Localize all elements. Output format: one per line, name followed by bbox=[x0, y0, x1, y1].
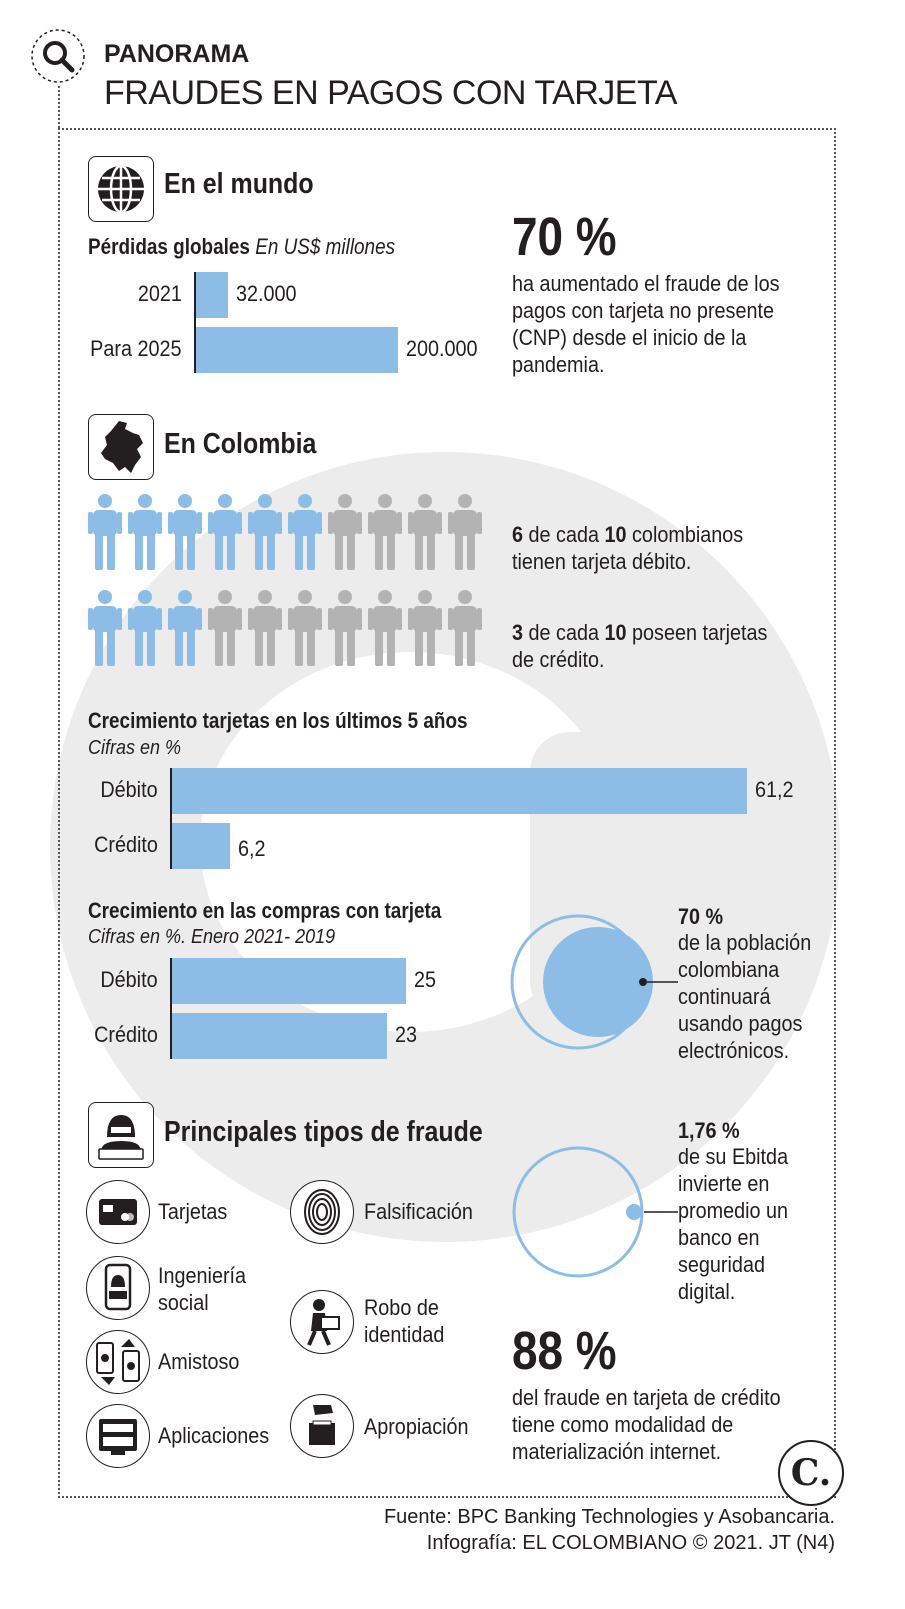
header-kicker: PANORAMA bbox=[104, 40, 250, 68]
hacker-icon bbox=[98, 1115, 144, 1160]
fraud-type-label: Apropiación bbox=[364, 1414, 469, 1439]
chart-axis bbox=[194, 272, 196, 373]
source-text: Fuente: BPC Banking Technologies y Asoba… bbox=[383, 1506, 835, 1528]
bar bbox=[172, 958, 406, 1004]
person-icon bbox=[448, 590, 482, 666]
ebitda-pie bbox=[512, 1146, 678, 1278]
colombia-map-icon bbox=[101, 421, 143, 473]
credit-stat-text: 3 de cada 10 poseen tarjetas de crédito. bbox=[512, 620, 768, 672]
login-screen-icon bbox=[86, 1404, 150, 1468]
hacker-icon-box bbox=[88, 1102, 154, 1168]
credit-card-icon bbox=[86, 1180, 150, 1244]
phone-hacker-icon bbox=[86, 1256, 150, 1320]
bar-category-label: Débito bbox=[100, 777, 158, 802]
person-icon bbox=[368, 590, 402, 666]
bar-value-label: 25 bbox=[414, 967, 437, 992]
world-section-title: En el mundo bbox=[164, 168, 314, 200]
person-icon bbox=[168, 494, 202, 570]
person-icon bbox=[208, 494, 242, 570]
colombia-map-icon-box bbox=[88, 414, 154, 480]
electronic-stat-value: 70 % bbox=[678, 904, 724, 929]
el-colombiano-logo: C. bbox=[778, 1440, 844, 1506]
person-icon bbox=[328, 494, 362, 570]
internet-stat-text: del fraude en tarjeta de crédito tiene c… bbox=[512, 1385, 781, 1464]
losses-chart-title: Pérdidas globales En US$ millones bbox=[88, 234, 396, 259]
debit-stat-text: 6 de cada 10 colombianos tienen tarjeta … bbox=[512, 522, 744, 574]
electronic-payments-pie bbox=[510, 914, 678, 1050]
internet-stat-value: 88 % bbox=[512, 1321, 617, 1381]
credit-text: Infografía: EL COLOMBIANO © 2021. JT (N4… bbox=[426, 1532, 835, 1554]
search-icon bbox=[31, 29, 85, 83]
bar-value-label: 200.000 bbox=[406, 336, 478, 361]
thief-icon bbox=[290, 1290, 354, 1354]
bar bbox=[172, 1013, 388, 1059]
fraud-type-label: Amistoso bbox=[158, 1349, 240, 1374]
purchases-chart-title: Crecimiento en las compras con tarjeta bbox=[88, 898, 442, 923]
bar-value-label: 6,2 bbox=[238, 836, 266, 861]
bar-category-label: Débito bbox=[100, 967, 158, 992]
growth-chart-title: Crecimiento tarjetas en los últimos 5 añ… bbox=[88, 708, 468, 733]
bar-category-label: 2021 bbox=[137, 281, 182, 306]
growth-chart-unit: Cifras en % bbox=[88, 737, 182, 759]
ebitda-share bbox=[626, 1204, 642, 1220]
person-icon bbox=[288, 590, 322, 666]
fraud-type-label: Robo de identidad bbox=[364, 1295, 445, 1347]
content-frame bbox=[58, 128, 836, 1498]
bar-category-label: Para 2025 bbox=[90, 336, 182, 361]
electronic-stat-text: de la población colombiana continuará us… bbox=[678, 930, 812, 1063]
bar bbox=[172, 768, 747, 814]
person-icon bbox=[448, 494, 482, 570]
world-stat-text: ha aumentado el fraude de los pagos con … bbox=[512, 271, 780, 377]
bar-category-label: Crédito bbox=[94, 1022, 158, 1047]
page-title: FRAUDES EN PAGOS CON TARJETA bbox=[104, 74, 677, 112]
globe-icon bbox=[98, 164, 144, 214]
chart-axis bbox=[170, 768, 172, 869]
globe-icon-box bbox=[88, 156, 154, 222]
bar bbox=[172, 823, 231, 869]
ebitda-stat-text: de su Ebitda invierte en promedio un ban… bbox=[678, 1144, 789, 1304]
person-icon bbox=[208, 590, 242, 666]
fingerprint-icon bbox=[290, 1180, 354, 1244]
fraud-type-label: Aplicaciones bbox=[158, 1423, 270, 1448]
bar-value-label: 61,2 bbox=[755, 777, 794, 802]
person-icon bbox=[248, 494, 282, 570]
electronic-payments-share bbox=[543, 927, 653, 1037]
bar bbox=[196, 272, 229, 318]
world-stat-value: 70 % bbox=[512, 207, 617, 267]
bar-category-label: Crédito bbox=[94, 832, 158, 857]
bar-value-label: 23 bbox=[395, 1022, 418, 1047]
fraud-type-label: Falsificación bbox=[364, 1199, 473, 1224]
chart-axis bbox=[170, 958, 172, 1059]
person-icon bbox=[88, 494, 122, 570]
person-icon bbox=[288, 494, 322, 570]
bar-value-label: 32.000 bbox=[236, 281, 297, 306]
person-icon bbox=[128, 590, 162, 666]
purchases-chart-unit: Cifras en %. Enero 2021- 2019 bbox=[88, 926, 336, 948]
bar bbox=[196, 327, 398, 373]
hand-box-icon bbox=[290, 1394, 354, 1458]
fraud-type-label: Ingeniería social bbox=[158, 1263, 247, 1315]
person-icon bbox=[248, 590, 282, 666]
person-icon bbox=[88, 590, 122, 666]
person-icon bbox=[368, 494, 402, 570]
person-icon bbox=[408, 494, 442, 570]
ebitda-stat-value: 1,76 % bbox=[678, 1118, 740, 1143]
money-exchange-icon bbox=[86, 1330, 150, 1394]
fraud-type-label: Tarjetas bbox=[158, 1199, 228, 1224]
person-icon bbox=[128, 494, 162, 570]
person-icon bbox=[408, 590, 442, 666]
fraud-section-title: Principales tipos de fraude bbox=[164, 1116, 483, 1148]
person-icon bbox=[328, 590, 362, 666]
person-icon bbox=[168, 590, 202, 666]
colombia-section-title: En Colombia bbox=[164, 428, 317, 460]
